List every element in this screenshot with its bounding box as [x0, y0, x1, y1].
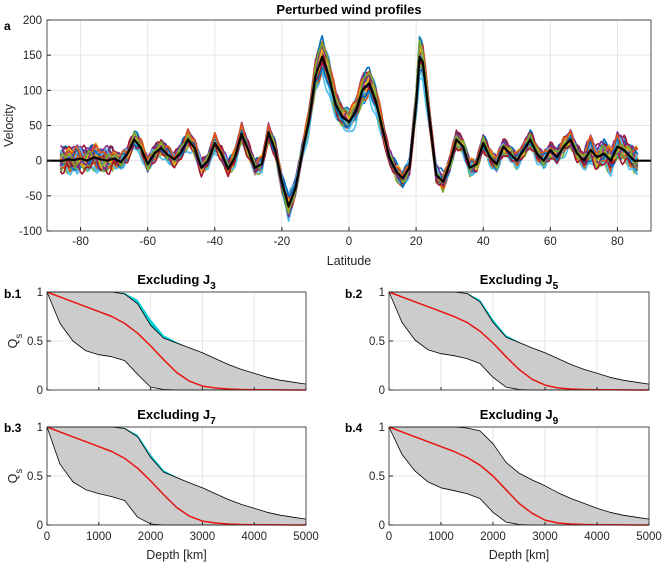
- panel-b-1-title: Excluding J3: [137, 272, 216, 292]
- panel-b-2-label: b.2: [345, 287, 363, 301]
- panel-a-title: Perturbed wind profiles: [276, 2, 421, 17]
- panel-b-4-x-label: Depth [km]: [489, 548, 549, 562]
- panel-b-3-title-main: Excluding J: [137, 407, 210, 422]
- panel-a-x-tick-label: 0: [346, 236, 352, 248]
- panel-b-1-y-tick-label: 0: [37, 385, 43, 397]
- panel-a-y-tick-label: 50: [29, 121, 42, 133]
- panel-b-4-x-tick-label: 1000: [428, 531, 454, 543]
- panel-b-4-y-tick-label: 1: [379, 422, 385, 434]
- panel-b-1-y-tick-label: 0.5: [27, 336, 43, 348]
- panel-b-1-y-label-main: Q: [6, 338, 20, 348]
- panel-b-3-x-tick-label: 5000: [293, 531, 319, 543]
- panel-b-3-y-label-main: Q: [6, 473, 20, 483]
- panel-a-mean-profile: [47, 55, 651, 208]
- panel-b-4-label: b.4: [345, 421, 363, 435]
- panel-b-4-x-tick-label: 2000: [480, 531, 506, 543]
- panel-b-3-title-subscript: 7: [210, 416, 216, 427]
- panel-b-3-y-tick-label: 0.5: [27, 471, 43, 483]
- panel-b-4-x-tick-label: 0: [386, 531, 392, 543]
- panel-a-x-tick-label: -80: [72, 236, 89, 248]
- panel-b-3-y-label-subscript: s: [14, 469, 25, 474]
- panel-a-x-tick-label: 60: [544, 236, 557, 248]
- panel-a-x-tick-label: -20: [274, 236, 291, 248]
- panel-b-1-title-main: Excluding J: [137, 272, 210, 287]
- panel-a-y-tick-label: 0: [36, 156, 42, 168]
- panel-a-x-tick-label: 40: [477, 236, 490, 248]
- panel-b-3-y-tick-label: 1: [37, 422, 43, 434]
- panel-b-2-y-tick-label: 0: [379, 385, 385, 397]
- panel-b-1-y-label: Qs: [6, 334, 25, 349]
- panel-a-y-label: Velocity: [2, 103, 16, 147]
- panel-a-x-label: Latitude: [327, 254, 372, 268]
- panel-a-x-tick-label: 80: [611, 236, 624, 248]
- panel-a-y-tick-label: -100: [19, 226, 42, 238]
- panel-b-3-y-label: Qs: [6, 469, 25, 484]
- panel-a-x-tick-label: 20: [410, 236, 423, 248]
- panel-b-1-label: b.1: [4, 287, 22, 301]
- panel-b-3-title: Excluding J7: [137, 407, 216, 427]
- panel-a-series-group: [47, 34, 651, 222]
- panel-b-2-y-tick-label: 0.5: [369, 336, 385, 348]
- panel-b-4-title: Excluding J9: [480, 407, 559, 427]
- panel-b-4-x-tick-label: 3000: [532, 531, 558, 543]
- panel-b-3-x-tick-label: 2000: [138, 531, 164, 543]
- panel-b-1-title-subscript: 3: [210, 281, 216, 292]
- panel-b-1-y-label-subscript: s: [14, 334, 25, 339]
- panel-a-x-tick-label: -60: [139, 236, 156, 248]
- panel-b-1-y-tick-label: 1: [37, 287, 43, 299]
- panel-a-x-tick-label: -40: [206, 236, 223, 248]
- panel-b-3-x-tick-label: 3000: [190, 531, 216, 543]
- panel-b-2-title-main: Excluding J: [480, 272, 553, 287]
- panel-a-label: a: [4, 19, 11, 33]
- panel-a-y-tick-label: -50: [25, 191, 42, 203]
- panel-b-4-x-tick-label: 5000: [636, 531, 662, 543]
- panel-b-2-y-tick-label: 1: [379, 287, 385, 299]
- panel-a-y-tick-label: 100: [23, 85, 42, 97]
- panel-b-4-title-subscript: 9: [553, 416, 559, 427]
- panel-b-4-title-main: Excluding J: [480, 407, 553, 422]
- panel-a-y-tick-label: 150: [23, 50, 42, 62]
- panel-b-2-title-subscript: 5: [553, 281, 559, 292]
- panel-b-3-x-tick-label: 4000: [241, 531, 267, 543]
- panel-a-y-tick-label: 200: [23, 15, 42, 27]
- panel-b-3-x-label: Depth [km]: [146, 548, 206, 562]
- panel-b-3-y-tick-label: 0: [37, 520, 43, 532]
- panel-b-4-y-tick-label: 0.5: [369, 471, 385, 483]
- panel-b-3-x-tick-label: 1000: [86, 531, 112, 543]
- panel-b-2-title: Excluding J5: [480, 272, 559, 292]
- panel-b-4-x-tick-label: 4000: [584, 531, 610, 543]
- panel-b-3-label: b.3: [4, 421, 22, 435]
- panel-b-4-y-tick-label: 0: [379, 520, 385, 532]
- panel-b-3-x-tick-label: 0: [44, 531, 50, 543]
